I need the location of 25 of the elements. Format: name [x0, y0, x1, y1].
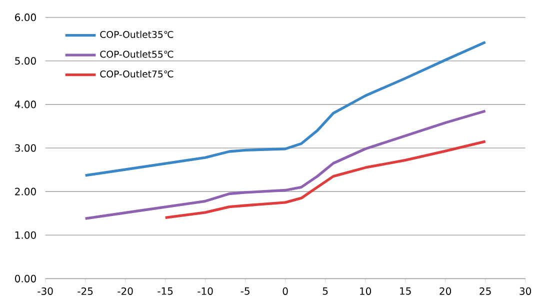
- y-tick-label: 0.00: [15, 274, 36, 282]
- legend-label: COP-Outlet75℃: [100, 70, 174, 78]
- x-tick-label: -20: [118, 287, 133, 295]
- x-tick-label: -10: [198, 287, 213, 295]
- line-series: [164, 140, 487, 220]
- y-tick-label: 5.00: [15, 57, 36, 65]
- x-tick-label: -30: [38, 287, 53, 295]
- y-tick-label: 4.00: [14, 100, 36, 108]
- x-tick-label: 15: [400, 287, 411, 295]
- x-tick-label: 10: [360, 287, 372, 295]
- x-tick-label: -25: [78, 287, 93, 295]
- x-tick-label: -5: [240, 287, 250, 295]
- x-tick-label: 30: [520, 287, 532, 295]
- x-tick-label: 25: [480, 287, 491, 295]
- line-series: [84, 40, 487, 177]
- x-tick-label: 5: [322, 287, 328, 295]
- x-tick-label: -15: [158, 287, 173, 295]
- x-tick-label: 0: [282, 287, 288, 295]
- legend-label: COP-Outlet35℃: [100, 30, 174, 38]
- y-tick-label: 6.00: [15, 14, 36, 22]
- y-tick-label: 2.00: [15, 188, 36, 196]
- y-tick-label: 3.00: [15, 144, 36, 152]
- x-tick-label: 20: [440, 287, 452, 295]
- y-tick-label: 1.00: [15, 231, 36, 239]
- legend-label: COP-Outlet55℃: [100, 50, 174, 58]
